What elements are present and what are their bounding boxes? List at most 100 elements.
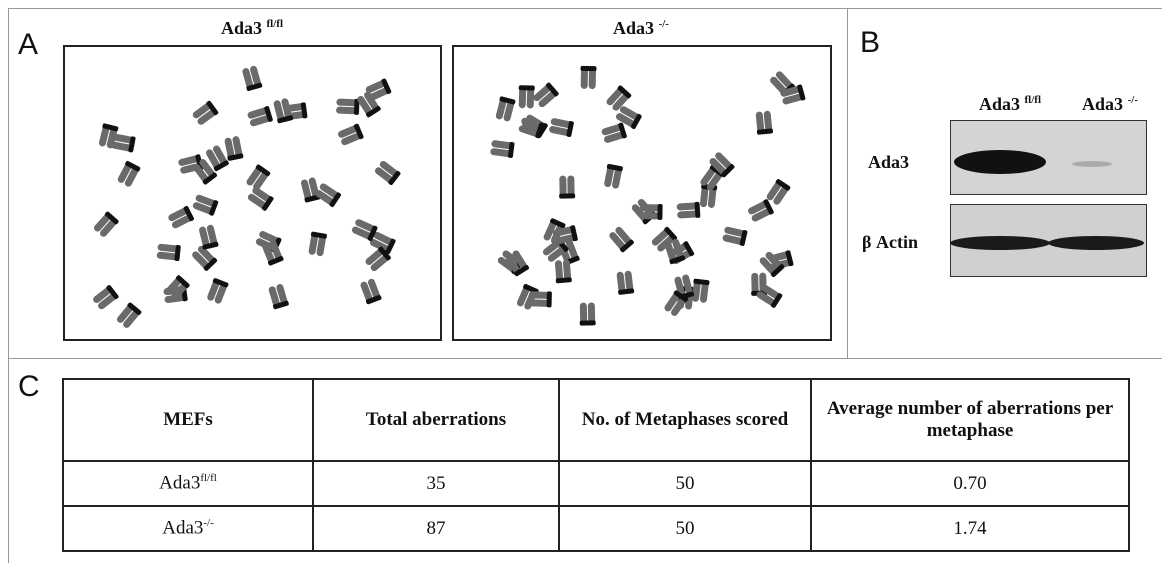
cell: Ada3fl/fl <box>63 461 313 506</box>
figure-page: {"panel_a": {"label": "A", "spreads": [{… <box>0 0 1162 563</box>
chromosome <box>206 278 229 305</box>
cell-text: Ada3 <box>162 518 203 539</box>
header-cell: Average number of aberrations per metaph… <box>811 379 1129 461</box>
chromosome <box>115 302 142 330</box>
chromosome <box>300 177 321 203</box>
chromosome <box>92 211 119 239</box>
row-label: Ada3 <box>868 152 909 173</box>
chromosome <box>156 243 181 261</box>
metaphase-image <box>452 45 832 341</box>
centromere <box>694 202 700 218</box>
lane-sup: fl/fl <box>1025 94 1042 106</box>
chromosome <box>337 123 364 147</box>
chromosome <box>192 193 219 216</box>
lane-sup: -/- <box>1128 94 1138 106</box>
frame-divider-v <box>847 8 848 358</box>
chromosome <box>554 259 572 283</box>
cell: 50 <box>559 461 811 506</box>
header-cell: Total aberrations <box>313 379 559 461</box>
chromosome <box>272 97 293 123</box>
title-sup: fl/fl <box>267 18 284 30</box>
chromosome <box>552 225 578 246</box>
frame-divider-h <box>8 358 1162 359</box>
centromere <box>580 320 596 325</box>
band <box>1048 236 1144 250</box>
band <box>954 150 1046 174</box>
chromosome <box>308 231 328 256</box>
chromosome <box>314 182 342 208</box>
centromere <box>547 291 552 307</box>
centromere <box>580 66 596 71</box>
chromosome <box>336 98 360 115</box>
chromosome <box>351 218 379 242</box>
centromere <box>559 193 575 198</box>
band <box>1072 161 1112 167</box>
chromosome <box>116 160 141 188</box>
header-cell: No. of Metaphases scored <box>559 379 811 461</box>
chromosome <box>359 278 382 305</box>
panel-label: A <box>18 30 38 60</box>
cell: 50 <box>559 506 811 551</box>
header-cell: MEFs <box>63 379 313 461</box>
panel-label: C <box>18 372 40 402</box>
chromosome <box>532 82 560 109</box>
cell: 1.74 <box>811 506 1129 551</box>
spread-title: Ada3 -/- <box>541 18 741 39</box>
cell: 87 <box>313 506 559 551</box>
chromosome <box>747 199 775 224</box>
lane-label: Ada3 fl/fl <box>960 94 1060 115</box>
aberration-table: MEFs Total aberrations No. of Metaphases… <box>62 378 1130 552</box>
title-text: Ada3 <box>221 18 262 38</box>
table-row: Ada3fl/fl 35 50 0.70 <box>63 461 1129 506</box>
lane-text: Ada3 <box>979 94 1020 114</box>
chromosome <box>676 202 700 219</box>
chromosome <box>579 302 595 325</box>
chromosome <box>580 66 596 89</box>
chromosome <box>224 135 244 161</box>
chromosome <box>373 159 401 186</box>
chromosome <box>247 106 274 128</box>
spread-title: Ada3 fl/fl <box>152 18 352 39</box>
chromosome <box>191 100 219 127</box>
cell: 35 <box>313 461 559 506</box>
chromosome <box>601 122 628 144</box>
lane-label: Ada3 -/- <box>1060 94 1160 115</box>
cell: Ada3-/- <box>63 506 313 551</box>
chromosome <box>722 226 748 247</box>
chromosome <box>245 164 271 192</box>
chromosome <box>490 139 515 158</box>
chromosome <box>608 225 635 253</box>
chromosome <box>755 110 773 134</box>
cell-sup: -/- <box>203 517 213 529</box>
title-text: Ada3 <box>613 18 654 38</box>
chromosome <box>616 270 635 295</box>
chromosome <box>755 283 783 309</box>
title-sup: -/- <box>659 18 669 30</box>
table-row: Ada3-/- 87 50 1.74 <box>63 506 1129 551</box>
centromere <box>657 204 662 220</box>
frame-top <box>8 8 1162 9</box>
chromosome <box>167 205 195 230</box>
cell: 0.70 <box>811 461 1129 506</box>
chromosome <box>91 284 119 311</box>
cell-sup: fl/fl <box>200 472 217 484</box>
chromosome <box>267 283 289 310</box>
chromosome <box>559 175 575 198</box>
cell-text: Ada3 <box>159 473 200 494</box>
lane-text: Ada3 <box>1082 94 1123 114</box>
frame-left <box>8 8 9 563</box>
chromosome <box>603 164 623 190</box>
chromosome <box>518 85 535 108</box>
chromosome <box>548 117 574 137</box>
chromosome <box>691 278 710 303</box>
chromosome <box>241 65 263 91</box>
row-label: β Actin <box>862 232 918 253</box>
metaphase-image <box>63 45 442 341</box>
panel-label: B <box>860 28 880 58</box>
band <box>950 236 1050 250</box>
centromere <box>519 85 535 90</box>
western-blot <box>950 120 1147 277</box>
chromosome <box>495 96 516 122</box>
header-row: MEFs Total aberrations No. of Metaphases… <box>63 379 1129 461</box>
chromosome <box>246 185 274 211</box>
